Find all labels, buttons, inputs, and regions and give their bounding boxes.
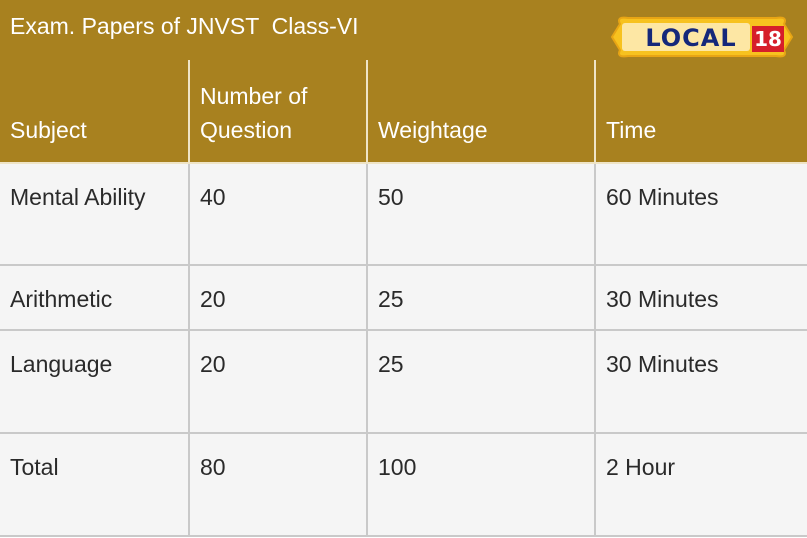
table-row: Language 20 25 30 Minutes	[0, 330, 807, 434]
cell-questions: 20	[188, 330, 368, 434]
page-title: Exam. Papers of JNVST Class-VI	[10, 13, 359, 39]
header-number-of-question: Number of Question	[188, 60, 368, 164]
cell-time: 30 Minutes	[594, 330, 807, 434]
cell-time: 30 Minutes	[594, 265, 807, 331]
table-row: Mental Ability 40 50 60 Minutes	[0, 163, 807, 266]
cell-questions: 20	[188, 265, 368, 331]
cell-weightage: 100	[366, 433, 596, 537]
logo-number: 18	[752, 26, 784, 52]
cell-time: 60 Minutes	[594, 163, 807, 266]
header-weightage: Weightage	[366, 60, 596, 164]
logo-word: LOCAL	[645, 24, 737, 52]
local18-logo: LOCAL 18	[610, 12, 794, 62]
cell-time: 2 Hour	[594, 433, 807, 537]
cell-subject: Arithmetic	[0, 265, 190, 331]
cell-weightage: 25	[366, 265, 596, 331]
header-subject: Subject	[0, 60, 190, 164]
exam-table: Subject Number of Question Weightage Tim…	[0, 60, 807, 537]
cell-questions: 80	[188, 433, 368, 537]
table-row: Arithmetic 20 25 30 Minutes	[0, 265, 807, 331]
cell-subject: Mental Ability	[0, 163, 190, 266]
cell-weightage: 25	[366, 330, 596, 434]
cell-questions: 40	[188, 163, 368, 266]
logo-badge-shape	[610, 16, 794, 58]
cell-weightage: 50	[366, 163, 596, 266]
cell-subject: Total	[0, 433, 190, 537]
cell-subject: Language	[0, 330, 190, 434]
header-time: Time	[594, 60, 807, 164]
table-header-row: Subject Number of Question Weightage Tim…	[0, 60, 807, 164]
table-row-total: Total 80 100 2 Hour	[0, 433, 807, 537]
